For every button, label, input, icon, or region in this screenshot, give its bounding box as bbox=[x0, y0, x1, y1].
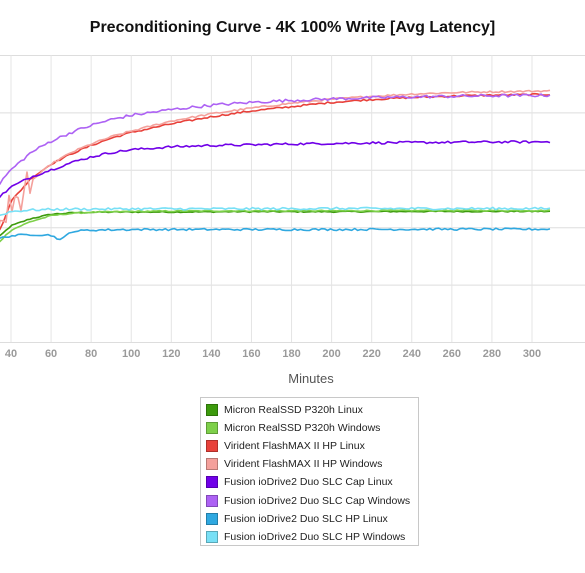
legend-label: Virident FlashMAX II HP Linux bbox=[224, 440, 365, 453]
legend-item: Fusion ioDrive2 Duo SLC HP Linux bbox=[206, 510, 418, 528]
legend-swatch bbox=[206, 512, 218, 525]
x-axis-label: Minutes bbox=[288, 371, 334, 386]
legend-swatch bbox=[206, 530, 218, 543]
legend-swatch bbox=[206, 440, 218, 453]
legend-swatch bbox=[206, 404, 218, 417]
x-tick-label: 60 bbox=[45, 348, 57, 360]
x-tick-label: 280 bbox=[483, 348, 501, 360]
x-tick-label: 260 bbox=[443, 348, 461, 360]
x-tick-label: 240 bbox=[403, 348, 421, 360]
x-tick-label: 300 bbox=[523, 348, 541, 360]
legend-label: Fusion ioDrive2 Duo SLC Cap Linux bbox=[224, 476, 393, 489]
series-layer bbox=[0, 89, 551, 243]
legend-swatch bbox=[206, 476, 218, 489]
legend-label: Fusion ioDrive2 Duo SLC Cap Windows bbox=[224, 494, 411, 507]
x-tick-label: 180 bbox=[282, 348, 300, 360]
legend-label: Fusion ioDrive2 Duo SLC HP Linux bbox=[224, 512, 388, 525]
x-tick-label: 80 bbox=[85, 348, 97, 360]
legend-item: Fusion ioDrive2 Duo SLC Cap Linux bbox=[206, 473, 418, 491]
series-line-4 bbox=[0, 89, 551, 226]
legend-item: Micron RealSSD P320h Linux bbox=[206, 401, 418, 419]
legend-item: Virident FlashMAX II HP Windows bbox=[206, 455, 418, 473]
legend-label: Micron RealSSD P320h Windows bbox=[224, 422, 381, 435]
grid-lines bbox=[0, 55, 585, 343]
series-line-3 bbox=[0, 92, 551, 231]
chart-title: Preconditioning Curve - 4K 100% Write [A… bbox=[89, 19, 496, 36]
series-line-6 bbox=[0, 93, 551, 186]
x-tick-label: 160 bbox=[242, 348, 260, 360]
legend-label: Fusion ioDrive2 Duo SLC HP Windows bbox=[224, 530, 406, 543]
legend-item: Virident FlashMAX II HP Linux bbox=[206, 437, 418, 455]
x-tick-label: 140 bbox=[202, 348, 220, 360]
x-tick-labels: 40 60 80 100 120 140 160 180 200 220 240 260 280 300 bbox=[5, 348, 541, 360]
legend-swatch bbox=[206, 494, 218, 507]
series-line-8 bbox=[0, 206, 551, 217]
x-tick-label: 100 bbox=[122, 348, 140, 360]
legend-item: Fusion ioDrive2 Duo SLC Cap Windows bbox=[206, 491, 418, 509]
chart-legend: Micron RealSSD P320h Linux Micron RealSSD… bbox=[200, 397, 419, 546]
x-tick-label: 120 bbox=[162, 348, 180, 360]
legend-item: Micron RealSSD P320h Windows bbox=[206, 419, 418, 437]
legend-swatch bbox=[206, 458, 218, 471]
series-line-2 bbox=[0, 209, 551, 243]
series-line-5 bbox=[0, 140, 551, 199]
x-tick-label: 220 bbox=[363, 348, 381, 360]
series-line-7 bbox=[0, 227, 551, 241]
x-tick-label: 200 bbox=[322, 348, 340, 360]
legend-swatch bbox=[206, 422, 218, 435]
legend-label: Virident FlashMAX II HP Windows bbox=[224, 458, 383, 471]
legend-label: Micron RealSSD P320h Linux bbox=[224, 404, 363, 417]
legend-item: Fusion ioDrive2 Duo SLC HP Windows bbox=[206, 528, 418, 546]
x-tick-label: 40 bbox=[5, 348, 17, 360]
